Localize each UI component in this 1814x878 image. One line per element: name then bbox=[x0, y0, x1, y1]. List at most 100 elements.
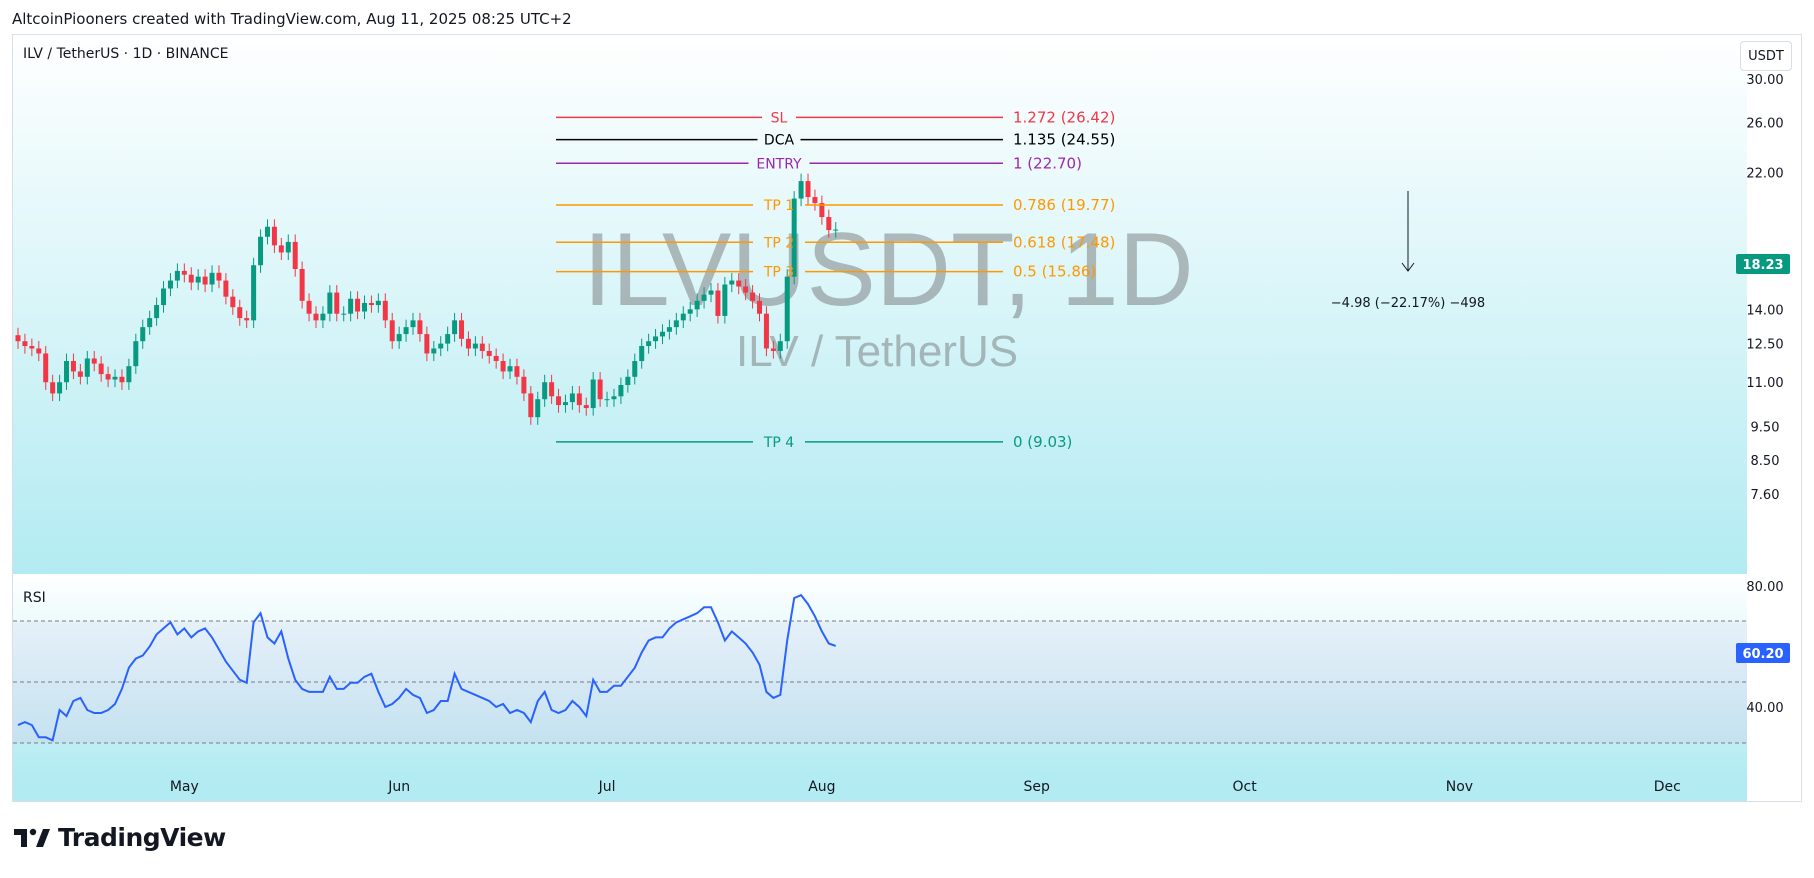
candle-body bbox=[722, 284, 728, 316]
candle-body bbox=[258, 236, 264, 266]
last-price-badge: 18.23 bbox=[1736, 254, 1790, 274]
candle-body bbox=[244, 318, 250, 321]
time-axis[interactable]: May Jun Jul Aug Sep Oct Nov Dec bbox=[170, 779, 1681, 795]
candle-body bbox=[320, 313, 326, 321]
chart-canvas[interactable]: ILVUSDT, 1D ILV / TetherUS SL 1.272 (26.4… bbox=[13, 35, 1802, 802]
time-tick-label: Oct bbox=[1233, 779, 1258, 795]
candle-body bbox=[368, 302, 374, 306]
chart-panel[interactable]: ILVUSDT, 1D ILV / TetherUS SL 1.272 (26.4… bbox=[12, 34, 1802, 802]
candle-body bbox=[181, 270, 187, 275]
candle-body bbox=[549, 382, 555, 397]
level-name: DCA bbox=[764, 133, 795, 149]
candle-body bbox=[209, 272, 215, 285]
time-tick-label: Jun bbox=[387, 779, 410, 795]
candle-body bbox=[29, 346, 35, 349]
price-tick-label: 26.00 bbox=[1746, 116, 1783, 131]
candle-body bbox=[375, 300, 381, 306]
candle-body bbox=[708, 290, 714, 295]
candle-body bbox=[438, 343, 444, 349]
candle-body bbox=[770, 348, 776, 351]
candle-body bbox=[327, 292, 333, 314]
level-value: 1 (22.70) bbox=[1013, 154, 1082, 172]
candle-body bbox=[355, 298, 361, 312]
candle-body bbox=[348, 298, 354, 314]
currency-button[interactable]: USDT bbox=[1740, 41, 1792, 71]
candle-body bbox=[653, 336, 659, 342]
price-tick-label: 7.60 bbox=[1751, 488, 1780, 503]
candle-body bbox=[805, 181, 811, 198]
candle-body bbox=[826, 217, 832, 231]
level-value: 0.786 (19.77) bbox=[1013, 196, 1115, 214]
candle-body bbox=[341, 313, 347, 315]
candle-body bbox=[632, 361, 638, 377]
candle-body bbox=[646, 341, 652, 347]
candle-body bbox=[126, 366, 132, 383]
level-value: 0 (9.03) bbox=[1013, 433, 1072, 451]
candle-body bbox=[687, 309, 693, 314]
rsi-line bbox=[17, 593, 837, 742]
candle-body bbox=[625, 376, 631, 386]
candle-body bbox=[472, 343, 478, 349]
candle-body bbox=[583, 405, 589, 409]
level-value: 1.272 (26.42) bbox=[1013, 108, 1115, 126]
rsi-indicator-label[interactable]: RSI bbox=[23, 590, 46, 606]
rsi-tick-label: 80.00 bbox=[1746, 580, 1783, 595]
candle-body bbox=[119, 376, 125, 383]
candle-body bbox=[133, 341, 139, 367]
time-tick-label: Dec bbox=[1654, 779, 1681, 795]
candle-body bbox=[528, 393, 534, 418]
price-measure-tool[interactable]: −4.98 (−22.17%) −498 bbox=[1331, 191, 1485, 311]
candle-body bbox=[223, 280, 229, 297]
candle-body bbox=[306, 300, 312, 314]
watermark-main: ILVUSDT, 1D bbox=[583, 212, 1194, 328]
candle-body bbox=[507, 366, 513, 372]
watermark-sub: ILV / TetherUS bbox=[736, 327, 1018, 376]
candle-body bbox=[140, 327, 146, 342]
candle-body bbox=[798, 181, 804, 199]
measure-label: −4.98 (−22.17%) −498 bbox=[1331, 296, 1485, 311]
candle-body bbox=[112, 376, 118, 380]
time-axis-background bbox=[13, 775, 1747, 801]
price-tick-label: 8.50 bbox=[1751, 454, 1780, 469]
candle-body bbox=[556, 396, 562, 406]
tradingview-logo[interactable]: TradingView bbox=[14, 823, 226, 852]
candle-body bbox=[161, 288, 167, 306]
price-tick-label: 14.00 bbox=[1746, 303, 1783, 318]
candle-body bbox=[216, 272, 222, 281]
candle-body bbox=[237, 307, 243, 319]
candle-body bbox=[64, 361, 70, 383]
candle-body bbox=[604, 399, 610, 401]
price-tick-label: 11.00 bbox=[1746, 376, 1783, 391]
symbol-info[interactable]: ILV / TetherUS · 1D · BINANCE bbox=[23, 46, 229, 62]
candle-body bbox=[396, 334, 402, 342]
last-price-badge-bg bbox=[1736, 254, 1790, 274]
candle-body bbox=[84, 358, 90, 377]
price-tick-label: 9.50 bbox=[1751, 421, 1780, 436]
candle-body bbox=[666, 327, 672, 332]
candle-body bbox=[36, 348, 42, 354]
fibonacci-levels[interactable]: SL 1.272 (26.42) DCA 1.135 (24.55) ENTRY 1 (2… bbox=[556, 108, 1115, 451]
candle-body bbox=[479, 343, 485, 351]
candle-body bbox=[500, 361, 506, 372]
candle-body bbox=[576, 393, 582, 406]
candle-body bbox=[313, 313, 319, 321]
price-tick-label: 30.00 bbox=[1746, 73, 1783, 88]
candle-body bbox=[188, 274, 194, 283]
level-value: 0.5 (15.86) bbox=[1013, 263, 1096, 281]
candle-body bbox=[43, 353, 49, 383]
candle-body bbox=[251, 265, 257, 321]
candle-body bbox=[694, 300, 700, 310]
time-tick-label: Nov bbox=[1446, 779, 1473, 795]
candle-body bbox=[736, 280, 742, 287]
rsi-bands bbox=[13, 620, 1747, 744]
candle-body bbox=[673, 320, 679, 328]
candle-body bbox=[812, 197, 818, 204]
attribution-text: AltcoinPiooners created with TradingView… bbox=[12, 10, 572, 28]
candle-body bbox=[784, 276, 790, 342]
candle-body bbox=[285, 241, 291, 253]
candle-body bbox=[729, 280, 735, 285]
candle-body bbox=[701, 294, 707, 301]
candle-body bbox=[264, 226, 270, 237]
candle-body bbox=[791, 198, 797, 277]
candle-body bbox=[431, 348, 437, 354]
